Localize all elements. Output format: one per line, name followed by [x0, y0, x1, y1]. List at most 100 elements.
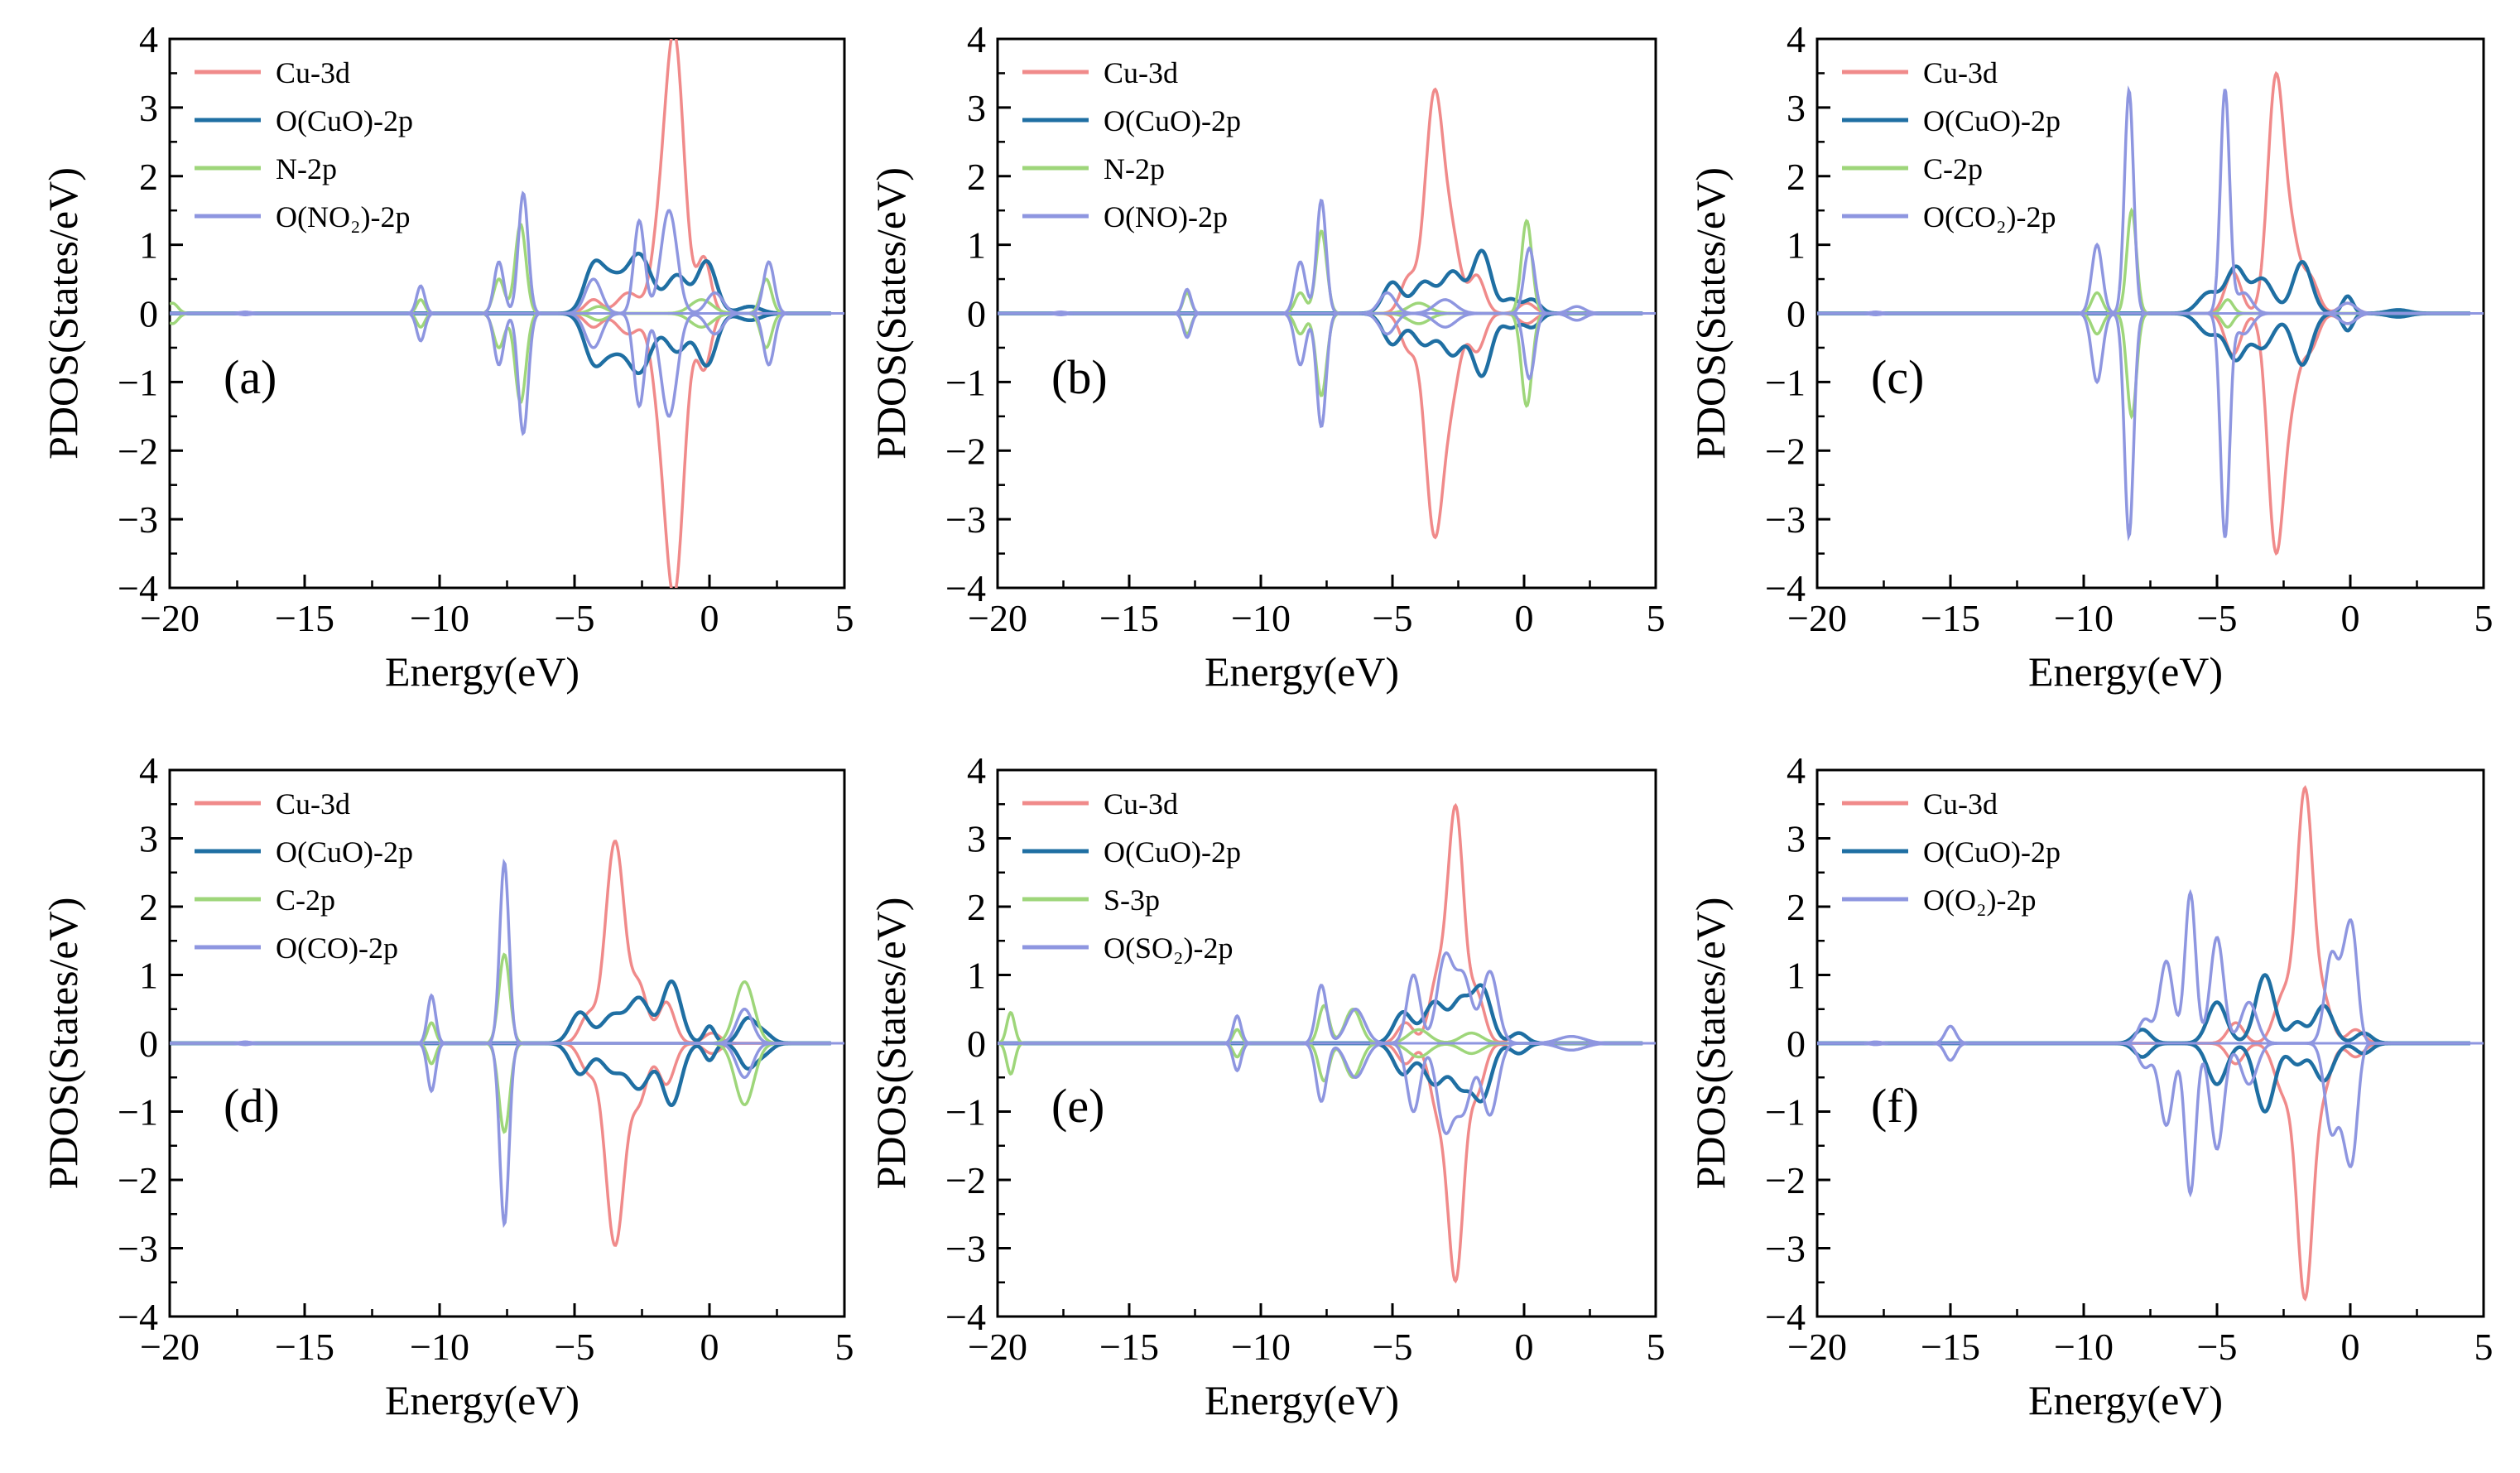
legend-label: Cu-3d: [1923, 56, 1998, 89]
x-tick-label: −5: [1373, 597, 1413, 639]
series-line-spin-up: [998, 248, 1643, 315]
legend-label: Cu-3d: [1923, 787, 1998, 821]
x-tick-label: 0: [1515, 597, 1534, 639]
y-tick-label: −1: [945, 1091, 986, 1134]
x-axis-label: Energy(eV): [2028, 1377, 2223, 1423]
x-tick-label: 5: [1647, 597, 1666, 639]
panel-d: −20 −15 −10 −5 0 5−4−3−2−101234Energy(eV)PDOS…: [40, 749, 854, 1423]
legend-label: C-2p: [276, 883, 335, 917]
y-tick-label: 0: [967, 1023, 986, 1065]
x-axis-label: Energy(eV): [1205, 648, 1399, 695]
x-tick-label: 0: [700, 1326, 719, 1368]
x-tick-label: −10: [2054, 597, 2114, 639]
x-tick-label: −10: [410, 597, 469, 639]
y-tick-label: 2: [139, 886, 158, 928]
x-tick-label: −20: [140, 597, 200, 639]
legend-label: Cu-3d: [1104, 56, 1178, 89]
y-tick-label: 0: [1787, 293, 1806, 335]
panel-tag: (a): [224, 350, 277, 404]
y-tick-label: 1: [967, 224, 986, 267]
y-tick-label: −1: [1765, 361, 1806, 403]
y-tick-label: −4: [118, 567, 158, 609]
x-tick-label: −15: [275, 1326, 334, 1368]
x-tick-label: −20: [1787, 597, 1847, 639]
x-tick-label: −15: [275, 597, 334, 639]
panel-b: −20 −15 −10 −5 0 5−4−3−2−101234Energy(eV)PDOS…: [868, 18, 1666, 695]
x-tick-label: −10: [2054, 1326, 2114, 1368]
y-axis-label: PDOS(States/eV): [1687, 898, 1734, 1190]
y-tick-label: −2: [945, 430, 986, 472]
y-axis-label: PDOS(States/eV): [40, 898, 86, 1190]
legend-label: O(SO₂)-2p: [1104, 931, 1234, 965]
x-tick-label: 0: [700, 597, 719, 639]
legend-label: O(CuO)-2p: [1104, 104, 1241, 137]
series-line-spin-up: [170, 39, 831, 315]
y-tick-label: −3: [1765, 498, 1806, 541]
y-tick-label: 3: [967, 818, 986, 860]
y-tick-label: 2: [967, 886, 986, 928]
x-tick-label: −20: [968, 1326, 1027, 1368]
y-tick-label: −2: [118, 430, 158, 472]
y-axis-label: PDOS(States/eV): [868, 898, 914, 1190]
y-tick-label: 1: [139, 224, 158, 267]
x-tick-label: −15: [1099, 1326, 1159, 1368]
series-line-spin-up: [998, 802, 1643, 1045]
x-tick-label: 5: [2474, 1326, 2494, 1368]
x-tick-label: −20: [1787, 1326, 1847, 1368]
x-tick-label: −15: [1921, 597, 1980, 639]
y-tick-label: 4: [1787, 749, 1806, 792]
panel-c: −20 −15 −10 −5 0 5−4−3−2−101234Energy(eV)PDOS…: [1687, 18, 2494, 695]
y-tick-label: 2: [1787, 886, 1806, 928]
y-tick-label: 4: [139, 749, 158, 792]
x-axis-label: Energy(eV): [2028, 648, 2223, 695]
y-tick-label: 1: [1787, 955, 1806, 997]
legend-label: O(CuO)-2p: [1923, 835, 2061, 869]
y-tick-label: 1: [967, 955, 986, 997]
y-axis-label: PDOS(States/eV): [868, 167, 914, 460]
legend-label: O(NO)-2p: [1104, 200, 1228, 233]
y-tick-label: 0: [967, 293, 986, 335]
y-tick-label: −1: [1765, 1091, 1806, 1134]
y-tick-label: 1: [1787, 224, 1806, 267]
series-line-spin-down: [1817, 311, 2470, 542]
series-line-spin-down: [998, 1042, 1643, 1083]
x-tick-label: −5: [2197, 597, 2238, 639]
y-tick-label: 4: [967, 749, 986, 792]
x-tick-label: −5: [1373, 1326, 1413, 1368]
y-tick-label: −3: [945, 498, 986, 541]
y-tick-label: 2: [967, 156, 986, 198]
series-line-spin-up: [170, 190, 831, 315]
x-tick-label: 0: [2341, 597, 2360, 639]
y-tick-label: 3: [967, 87, 986, 129]
y-tick-label: −2: [118, 1159, 158, 1201]
y-tick-label: 0: [1787, 1023, 1806, 1065]
panel-tag: (b): [1051, 350, 1108, 404]
y-tick-label: 2: [1787, 156, 1806, 198]
y-tick-label: 0: [139, 293, 158, 335]
series-line-spin-up: [1817, 207, 2470, 315]
x-tick-label: −15: [1099, 597, 1159, 639]
x-axis-label: Energy(eV): [385, 1377, 580, 1423]
legend-label: O(CuO)-2p: [1923, 104, 2061, 137]
y-tick-label: 3: [1787, 87, 1806, 129]
y-tick-label: −4: [1765, 567, 1806, 609]
x-tick-label: −10: [1231, 1326, 1291, 1368]
legend-label: O(CuO)-2p: [1104, 835, 1241, 869]
panel-tag: (c): [1871, 350, 1924, 404]
y-tick-label: −2: [1765, 1159, 1806, 1201]
y-tick-label: 0: [139, 1023, 158, 1065]
series-line-spin-up: [998, 198, 1643, 315]
x-tick-label: −5: [555, 1326, 595, 1368]
legend-label: O(CO₂)-2p: [1923, 200, 2056, 233]
y-tick-label: 4: [139, 18, 158, 60]
series-line-spin-up: [1817, 85, 2470, 315]
y-tick-label: −4: [945, 567, 986, 609]
x-tick-label: 0: [1515, 1326, 1534, 1368]
y-tick-label: 3: [139, 87, 158, 129]
y-tick-label: −4: [1765, 1296, 1806, 1338]
legend-label: N-2p: [276, 152, 337, 185]
x-tick-label: −20: [968, 597, 1027, 639]
y-tick-label: −3: [945, 1228, 986, 1270]
legend-label: Cu-3d: [1104, 787, 1178, 821]
panel-tag: (e): [1051, 1079, 1104, 1133]
